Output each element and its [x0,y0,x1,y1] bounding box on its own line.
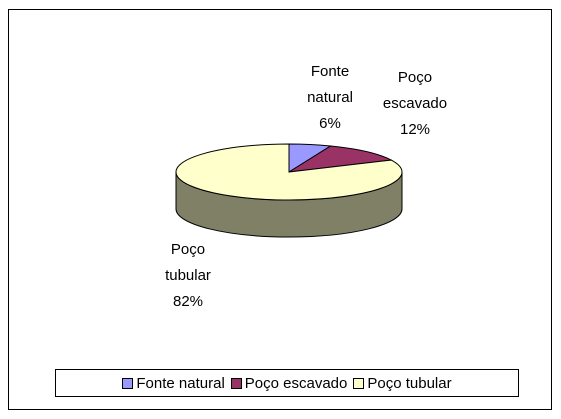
legend-item: Fonte natural [122,374,225,392]
legend-swatch [122,377,134,389]
legend-item: Poço escavado [230,374,348,392]
data-label-value: 12% [399,121,431,138]
data-label-category: Poço tubular [165,241,211,284]
legend: Fonte natural Poço escavado Poço tubular [55,369,519,397]
pie-slice [288,145,393,173]
data-label-category: Poço escavado [382,69,448,112]
legend-label: Poço tubular [367,374,452,392]
data-label: Poço tubular 82% [148,237,228,315]
legend-swatch [353,377,365,389]
legend-label: Fonte natural [136,374,225,392]
data-label-category: Fonte natural [307,63,353,106]
chart-frame [8,9,552,410]
legend-swatch [230,377,242,389]
legend-label: Poço escavado [244,374,348,392]
data-label-value: 6% [319,115,341,132]
data-label: Poço escavado 12% [375,65,455,143]
data-label-value: 82% [172,293,204,310]
data-label: Fonte natural 6% [290,59,370,137]
legend-item: Poço tubular [353,374,452,392]
pie-slice [175,143,403,201]
